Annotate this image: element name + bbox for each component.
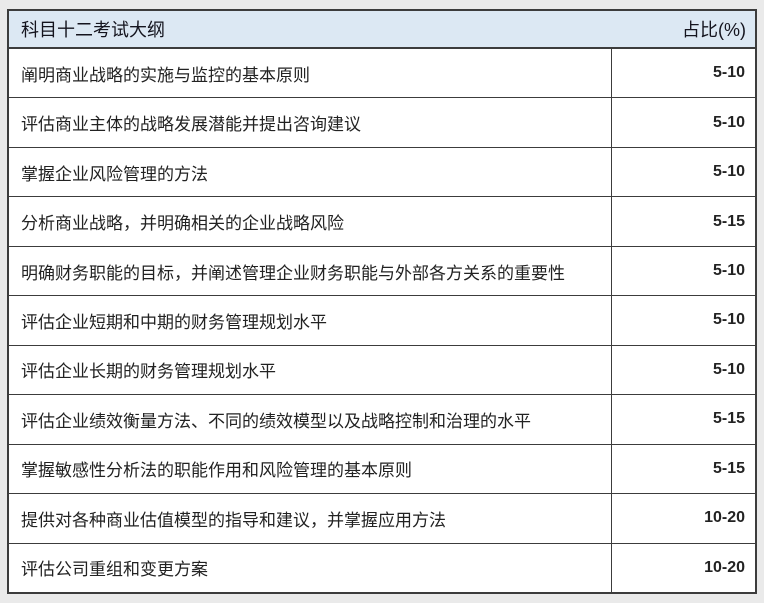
topic-cell: 评估商业主体的战略发展潜能并提出咨询建议 [9,98,612,147]
exam-outline-table: 科目十二考试大纲 占比(%) 阐明商业战略的实施与监控的基本原则 5-10 评估… [7,9,757,594]
table-row: 分析商业战略，并明确相关的企业战略风险 5-15 [9,196,755,246]
topic-cell: 评估公司重组和变更方案 [9,543,612,592]
table-row: 明确财务职能的目标，并阐述管理企业财务职能与外部各方关系的重要性 5-10 [9,245,755,296]
topic-cell: 提供对各种商业估值模型的指导和建议，并掌握应用方法 [9,494,612,543]
table-row: 评估企业长期的财务管理规划水平 5-10 [9,344,755,395]
percent-value-cell: 5-10 [712,163,745,181]
table-title: 科目十二考试大纲 [21,20,165,40]
table-row: 评估公司重组和变更方案 10-20 [9,542,755,592]
topic-cell: 阐明商业战略的实施与监控的基本原则 [9,49,612,98]
table-row: 评估商业主体的战略发展潜能并提出咨询建议 5-10 [9,97,755,147]
percent-value-cell: 5-10 [712,360,745,378]
percent-value-cell: 10-20 [704,558,745,576]
topic-cell: 明确财务职能的目标，并阐述管理企业财务职能与外部各方关系的重要性 [9,246,612,296]
table-body: 阐明商业战略的实施与监控的基本原则 5-10 评估商业主体的战略发展潜能并提出咨… [9,49,755,592]
percent-value-cell: 5-10 [712,262,745,280]
percent-column-header: 占比(%) [682,20,746,40]
percent-value-cell: 5-10 [712,311,745,329]
topic-cell: 评估企业绩效衡量方法、不同的绩效模型以及战略控制和治理的水平 [9,395,612,444]
percent-value-cell: 5-15 [712,410,745,428]
topic-cell: 评估企业长期的财务管理规划水平 [9,345,612,395]
table-row: 提供对各种商业估值模型的指导和建议，并掌握应用方法 10-20 [9,493,755,543]
table-header-row: 科目十二考试大纲 占比(%) [9,11,755,49]
percent-value-cell: 5-10 [712,113,745,131]
topic-cell: 掌握企业风险管理的方法 [9,147,612,197]
percent-value-cell: 5-15 [712,212,745,230]
topic-cell: 掌握敏感性分析法的职能作用和风险管理的基本原则 [9,444,612,494]
percent-value-cell: 5-10 [712,64,745,82]
topic-cell: 评估企业短期和中期的财务管理规划水平 [9,296,612,345]
table-row: 评估企业短期和中期的财务管理规划水平 5-10 [9,295,755,345]
table-row: 掌握企业风险管理的方法 5-10 [9,146,755,197]
percent-value-cell: 10-20 [704,509,745,527]
table-row: 评估企业绩效衡量方法、不同的绩效模型以及战略控制和治理的水平 5-15 [9,394,755,444]
topic-cell: 分析商业战略，并明确相关的企业战略风险 [9,197,612,246]
table-row: 掌握敏感性分析法的职能作用和风险管理的基本原则 5-15 [9,443,755,494]
percent-value-cell: 5-15 [712,459,745,477]
table-row: 阐明商业战略的实施与监控的基本原则 5-10 [9,49,755,98]
